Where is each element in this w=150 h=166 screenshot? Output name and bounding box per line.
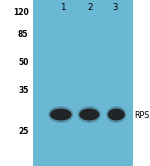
Ellipse shape [106,106,126,123]
Ellipse shape [48,106,73,123]
Text: 25: 25 [18,127,28,136]
Ellipse shape [78,106,101,123]
Ellipse shape [79,109,99,121]
Text: 35: 35 [18,86,28,95]
Ellipse shape [108,109,125,121]
Text: 3: 3 [113,3,118,12]
FancyBboxPatch shape [33,0,133,166]
Text: RPS3: RPS3 [134,111,150,120]
Ellipse shape [50,109,72,121]
Text: 2: 2 [87,3,93,12]
Text: 1: 1 [60,3,66,12]
Text: 50: 50 [18,58,28,67]
Text: 120: 120 [13,8,28,17]
Text: 85: 85 [18,30,28,39]
